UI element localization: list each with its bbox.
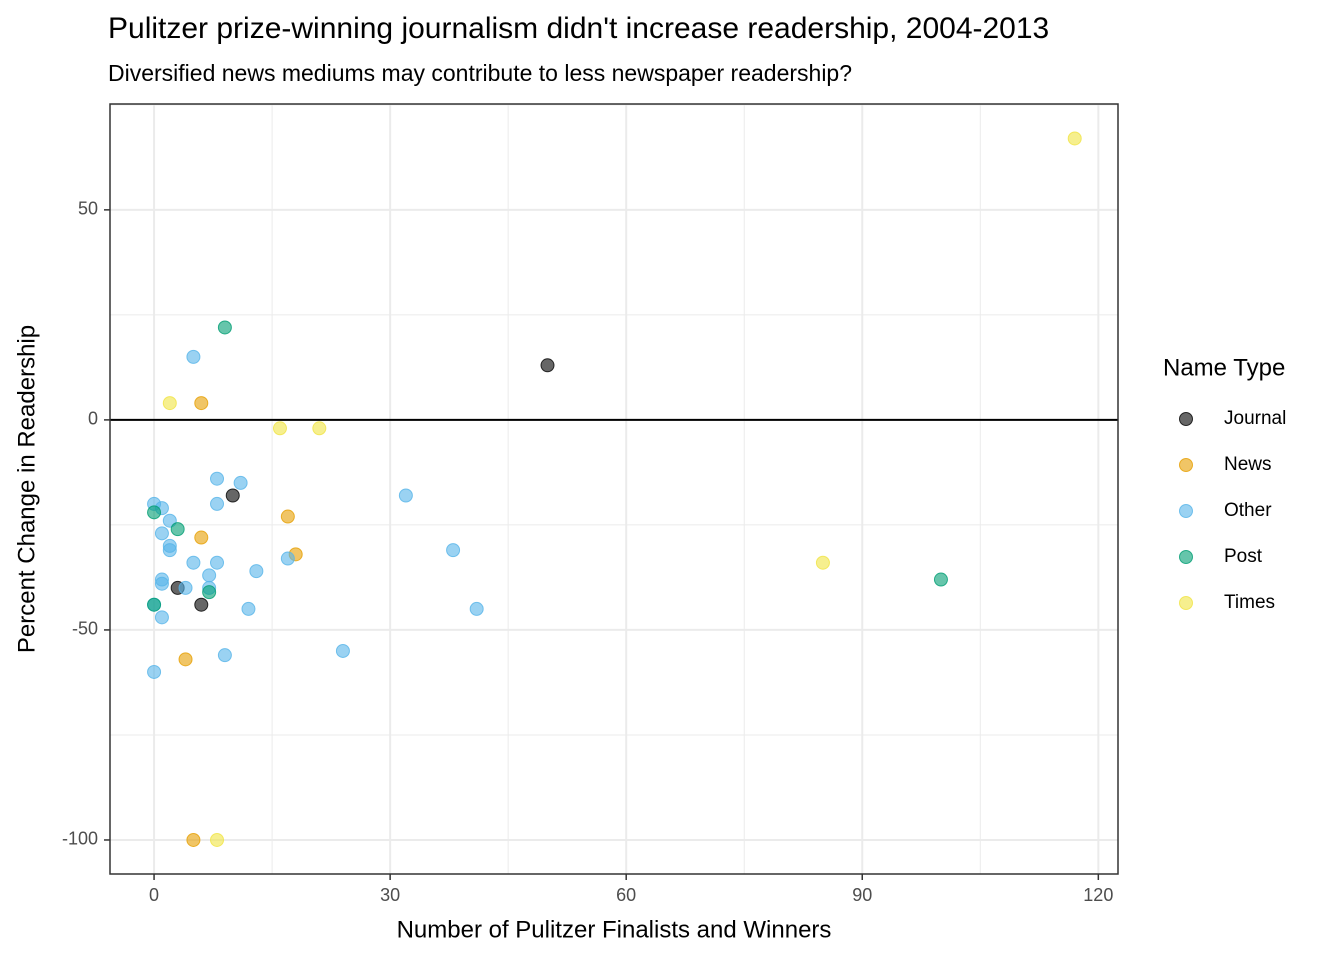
legend-title: Name Type	[1163, 354, 1285, 381]
legend-label: Post	[1224, 546, 1263, 567]
point	[469, 601, 484, 616]
point	[194, 597, 209, 612]
x-tick-label: 90	[852, 885, 872, 905]
point	[154, 576, 169, 591]
point	[194, 530, 209, 545]
point	[147, 664, 162, 679]
point	[446, 543, 461, 558]
point	[170, 522, 185, 537]
point	[217, 320, 232, 335]
chart-title: Pulitzer prize-winning journalism didn't…	[108, 12, 1049, 45]
point	[210, 555, 225, 570]
x-tick-label: 30	[380, 885, 400, 905]
point	[154, 610, 169, 625]
point	[162, 543, 177, 558]
point	[210, 832, 225, 847]
point	[217, 648, 232, 663]
point	[241, 601, 256, 616]
y-tick-label: 0	[88, 409, 98, 429]
legend-swatch	[1179, 412, 1193, 426]
plot-background	[110, 104, 1118, 874]
legend-swatch	[1179, 504, 1193, 518]
point	[815, 555, 830, 570]
point	[1067, 131, 1082, 146]
plot-border	[109, 103, 1119, 875]
chart-subtitle: Diversified news mediums may contribute …	[108, 60, 852, 86]
point	[540, 358, 555, 373]
point	[933, 572, 948, 587]
point	[178, 580, 193, 595]
legend-swatch	[1179, 550, 1193, 564]
point	[186, 349, 201, 364]
point	[210, 496, 225, 511]
point	[280, 551, 295, 566]
y-tick-label: 50	[78, 199, 98, 219]
point	[162, 396, 177, 411]
y-axis-label: Percent Change in Readership	[13, 325, 40, 653]
legend-label: Other	[1224, 500, 1272, 521]
legend-swatch	[1179, 458, 1193, 472]
point	[210, 471, 225, 486]
point	[312, 421, 327, 436]
legend-label: News	[1224, 454, 1272, 475]
point	[233, 475, 248, 490]
point	[249, 564, 264, 579]
point	[280, 509, 295, 524]
point	[147, 597, 162, 612]
point	[202, 585, 217, 600]
x-tick-label: 0	[149, 885, 159, 905]
x-axis-label: Number of Pulitzer Finalists and Winners	[397, 916, 832, 943]
y-tick-label: -100	[62, 829, 98, 849]
x-tick-label: 60	[616, 885, 636, 905]
point	[398, 488, 413, 503]
point	[335, 643, 350, 658]
point	[202, 568, 217, 583]
legend-label: Journal	[1224, 408, 1286, 429]
x-tick-label: 120	[1083, 885, 1113, 905]
point	[147, 505, 162, 520]
point	[186, 832, 201, 847]
y-tick-label: -50	[72, 619, 98, 639]
point	[178, 652, 193, 667]
point	[272, 421, 287, 436]
legend-swatch	[1179, 596, 1193, 610]
point	[154, 526, 169, 541]
point	[225, 488, 240, 503]
point	[186, 555, 201, 570]
legend-label: Times	[1224, 592, 1275, 613]
point	[194, 396, 209, 411]
